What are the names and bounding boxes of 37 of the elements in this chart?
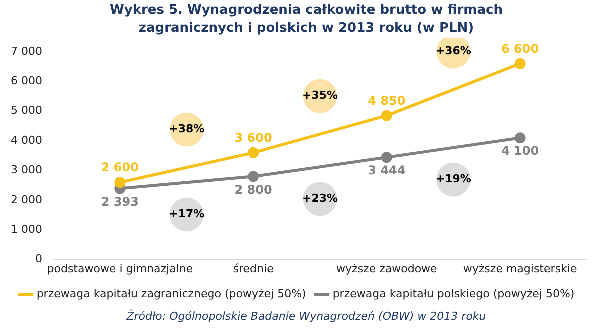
y-tick-label: 3 000 [10,164,42,177]
data-label: 4 100 [502,144,540,158]
point [514,132,526,144]
chart-title: Wykres 5. Wynagrodzenia całkowite brutto w firmach zagranicznych i polskich w 2013 roku (w PLN) [109,2,504,38]
y-tick-label: 2 000 [10,193,42,206]
point [248,147,260,158]
data-label: 4 850 [368,94,406,108]
data-label: 2 800 [234,182,272,197]
x-tick-label: wyższe magisterskie [463,262,578,276]
y-tick-label: 0 [35,252,42,266]
annotation: +36% [436,44,472,58]
y-tick-label: 4 000 [10,134,42,147]
legend-label: przewaga kapitału polskiego (powyżej 50%) [332,287,575,300]
x-tick-label: podstawowe i gimnazjalne [47,262,194,276]
point [514,58,526,70]
data-label: 3 444 [368,164,406,178]
text: Źródło: Ogólnopolskie Badanie Wynagrodzeń (OBW) w 2013 roku [126,310,488,323]
data-label: 3 600 [234,131,272,146]
y-tick-label: 6 000 [10,74,42,88]
legend-label: przewaga kapitału zagranicznego (powyżej 50%) [36,287,306,300]
annotation: +17% [169,208,205,221]
annotation: +35% [302,89,338,102]
y-tick-label: 7 000 [10,44,42,58]
data-label: 6 600 [502,42,540,56]
annotation: +19% [436,172,472,186]
point [114,177,126,188]
y-tick-label: 5 000 [10,104,42,118]
y-tick-label: 1 000 [10,222,42,236]
data-label: 2 393 [101,194,139,209]
point [248,171,260,182]
x-tick-label: średnie [233,262,274,276]
annotation: +23% [302,192,338,205]
point [381,110,392,122]
x-tick-label: wyższe zawodowe [336,262,438,276]
annotation: +38% [169,122,205,136]
point [381,152,392,164]
data-label: 2 600 [101,160,139,175]
